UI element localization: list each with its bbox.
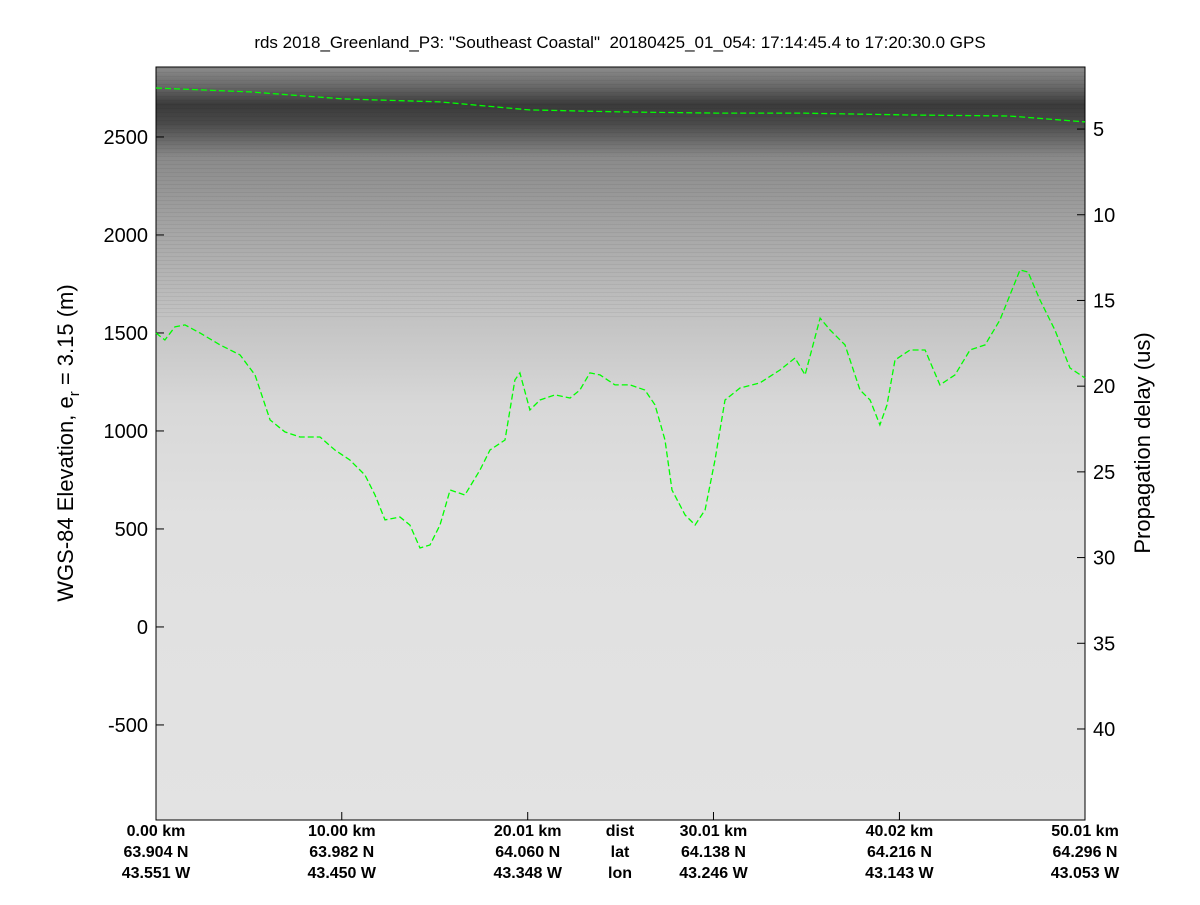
- y-tick-label: -500: [108, 715, 148, 737]
- y-tick-label: 2500: [104, 127, 149, 149]
- x-tick-lon: 43.551 W: [122, 865, 191, 882]
- x-tick-lon: 43.450 W: [308, 865, 377, 882]
- x-tick-label: 0.00 km: [127, 823, 186, 840]
- echogram-layers: [156, 67, 1085, 317]
- y2-tick-label: 20: [1093, 376, 1115, 398]
- x-row-name: dist: [606, 823, 635, 840]
- x-tick-lon: 43.053 W: [1051, 865, 1120, 882]
- x-tick-lat: 63.904 N: [124, 844, 189, 861]
- chart-title: rds 2018_Greenland_P3: "Southeast Coasta…: [254, 33, 985, 52]
- y2-tick-label: 5: [1093, 119, 1104, 141]
- x-tick-label: 30.01 km: [680, 823, 748, 840]
- x-tick-lon: 43.143 W: [865, 865, 934, 882]
- x-tick-label: 40.02 km: [866, 823, 934, 840]
- y-label-tail: = 3.15 (m): [53, 284, 78, 391]
- y2-tick-label: 15: [1093, 290, 1115, 312]
- x-tick-lon: 43.246 W: [679, 865, 748, 882]
- y-tick-label: 1000: [104, 421, 149, 443]
- y-label-main: WGS-84 Elevation, e: [53, 396, 78, 601]
- x-tick-lat: 64.138 N: [681, 844, 746, 861]
- y2-axis-label: Propagation delay (us): [1130, 332, 1155, 553]
- y-label-sub: r: [66, 391, 83, 396]
- layer-trace: [155, 87, 1086, 123]
- x-row-name: lat: [611, 844, 630, 861]
- x-tick-lat: 63.982 N: [309, 844, 374, 861]
- x-tick-lat: 64.060 N: [495, 844, 560, 861]
- x-tick-label: 50.01 km: [1051, 823, 1119, 840]
- y-axis-label: WGS-84 Elevation, er = 3.15 (m): [53, 284, 83, 601]
- y2-tick-label: 35: [1093, 633, 1115, 655]
- x-tick-label: 20.01 km: [494, 823, 562, 840]
- y-tick-label: 0: [137, 617, 148, 639]
- x-tick-lat: 64.216 N: [867, 844, 932, 861]
- y2-tick-label: 40: [1093, 719, 1115, 741]
- y-tick-label: 2000: [104, 225, 149, 247]
- x-tick-lon: 43.348 W: [493, 865, 562, 882]
- layer-trace: [155, 269, 1086, 549]
- y-tick-label: 1500: [104, 323, 149, 345]
- x-tick-lat: 64.296 N: [1053, 844, 1118, 861]
- x-tick-label: 10.00 km: [308, 823, 376, 840]
- y2-tick-label: 10: [1093, 205, 1115, 227]
- y2-tick-label: 25: [1093, 462, 1115, 484]
- x-row-name: lon: [608, 865, 632, 882]
- plot-frame: [155, 66, 1086, 821]
- y-tick-label: 500: [115, 519, 148, 541]
- y2-tick-label: 30: [1093, 548, 1115, 570]
